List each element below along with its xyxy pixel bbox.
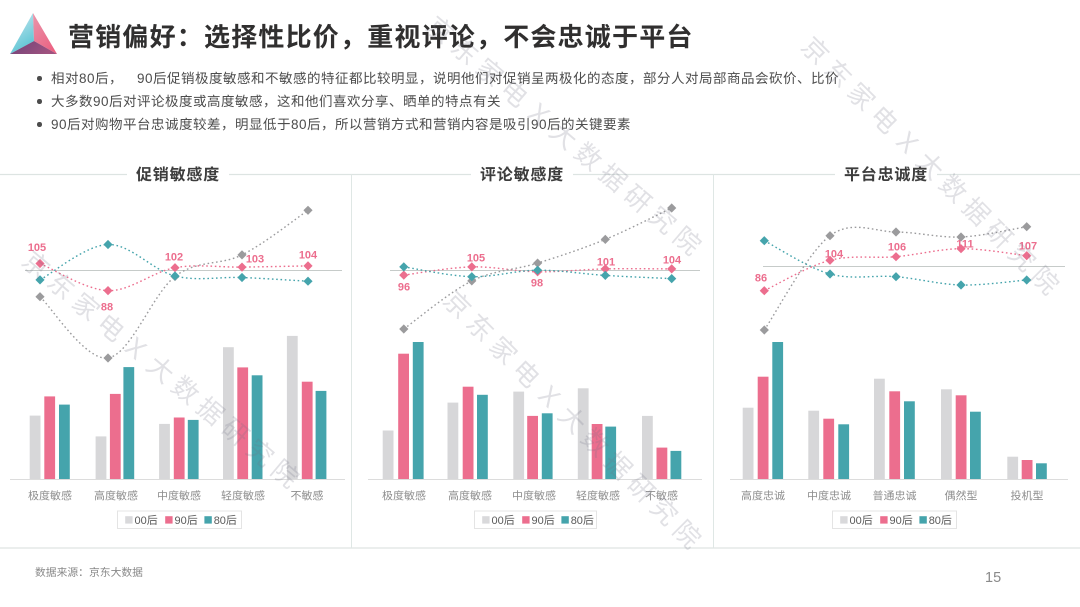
svg-text:偶然型: 偶然型	[945, 490, 978, 503]
svg-text:高度忠诚: 高度忠诚	[741, 490, 785, 503]
svg-text:不敏感: 不敏感	[291, 490, 324, 503]
svg-text:高度敏感: 高度敏感	[448, 490, 492, 503]
svg-text:90后: 90后	[890, 514, 913, 527]
svg-text:极度敏感: 极度敏感	[28, 490, 72, 503]
svg-text:106: 106	[888, 242, 906, 254]
svg-text:111: 111	[956, 239, 973, 251]
svg-text:101: 101	[597, 257, 615, 269]
svg-text:103: 103	[246, 254, 264, 266]
svg-text:105: 105	[28, 242, 46, 254]
svg-text:88: 88	[101, 302, 113, 314]
svg-text:轻度敏感: 轻度敏感	[221, 490, 265, 503]
svg-text:98: 98	[531, 278, 543, 290]
svg-text:104: 104	[825, 249, 844, 261]
svg-text:极度敏感: 极度敏感	[382, 490, 426, 503]
svg-text:96: 96	[398, 282, 410, 294]
svg-text:80后: 80后	[929, 514, 952, 527]
svg-text:90后: 90后	[175, 514, 198, 527]
svg-text:不敏感: 不敏感	[645, 490, 678, 503]
svg-text:投机型: 投机型	[1011, 490, 1044, 503]
svg-text:中度敏感: 中度敏感	[157, 490, 201, 503]
svg-text:高度敏感: 高度敏感	[94, 490, 138, 503]
svg-text:00后: 00后	[135, 514, 158, 527]
svg-text:107: 107	[1019, 241, 1037, 253]
svg-text:轻度敏感: 轻度敏感	[576, 490, 620, 503]
svg-text:104: 104	[663, 255, 682, 267]
svg-text:105: 105	[467, 253, 485, 265]
svg-text:00后: 00后	[850, 514, 873, 527]
svg-text:104: 104	[299, 250, 318, 262]
svg-text:中度忠诚: 中度忠诚	[807, 490, 851, 503]
svg-text:90后: 90后	[532, 514, 555, 527]
svg-text:102: 102	[165, 252, 183, 264]
svg-text:00后: 00后	[492, 514, 515, 527]
svg-text:普通忠诚: 普通忠诚	[873, 490, 917, 503]
svg-text:80后: 80后	[571, 514, 594, 527]
svg-text:80后: 80后	[214, 514, 237, 527]
svg-text:86: 86	[755, 273, 767, 285]
svg-text:中度敏感: 中度敏感	[512, 490, 556, 503]
